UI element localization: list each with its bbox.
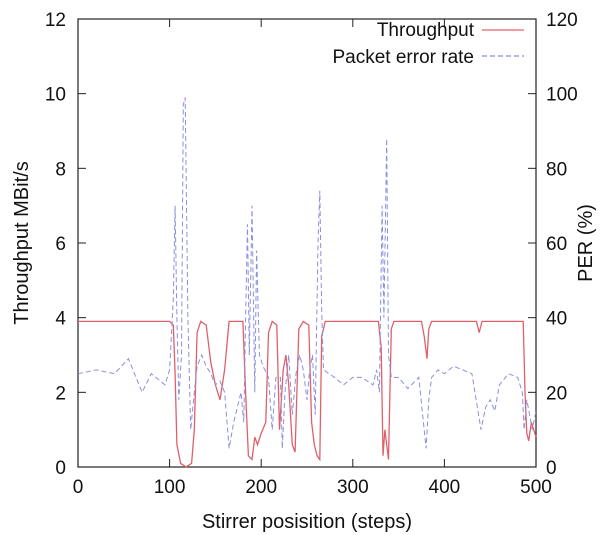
x-tick-label: 300 bbox=[337, 477, 369, 498]
legend-label-per: Packet error rate bbox=[333, 47, 475, 68]
y-tick-label-right: 0 bbox=[546, 458, 557, 479]
x-tick-label: 400 bbox=[429, 477, 461, 498]
y-tick-label-right: 100 bbox=[546, 85, 578, 106]
x-tick-label: 500 bbox=[520, 477, 552, 498]
y-tick-label-left: 8 bbox=[55, 159, 66, 180]
legend: Throughput Packet error rate bbox=[333, 20, 524, 68]
x-axis-label: Stirrer posisition (steps) bbox=[202, 511, 412, 533]
y-tick-label-right: 120 bbox=[546, 10, 578, 31]
legend-label-throughput: Throughput bbox=[377, 20, 475, 41]
y-tick-label-right: 40 bbox=[546, 309, 567, 330]
x-tick-label: 100 bbox=[154, 477, 186, 498]
y-tick-label-right: 60 bbox=[546, 234, 567, 255]
x-tick-label: 0 bbox=[73, 477, 84, 498]
throughput-line bbox=[78, 320, 537, 468]
series-layer bbox=[77, 97, 537, 468]
y-tick-label-left: 0 bbox=[55, 458, 66, 479]
y-axis-label-right: PER (%) bbox=[575, 204, 597, 282]
y-tick-label-left: 4 bbox=[55, 309, 66, 330]
y-tick-label-left: 2 bbox=[55, 383, 66, 404]
packet-error-rate-line bbox=[77, 97, 537, 449]
y-axis-label-left: Throughput MBit/s bbox=[11, 161, 33, 324]
y-tick-label-left: 12 bbox=[45, 10, 66, 31]
y-tick-label-right: 20 bbox=[546, 383, 567, 404]
y-tick-label-left: 10 bbox=[45, 85, 66, 106]
x-tick-label: 200 bbox=[245, 477, 277, 498]
y-tick-label-right: 80 bbox=[546, 159, 567, 180]
y-tick-label-left: 6 bbox=[55, 234, 66, 255]
